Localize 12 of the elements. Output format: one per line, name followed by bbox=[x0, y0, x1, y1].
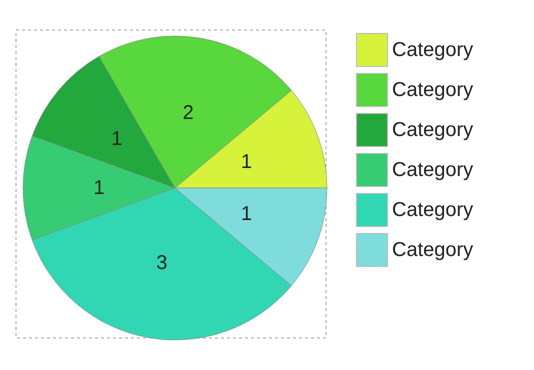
data-label: 1 bbox=[111, 128, 122, 150]
legend-label: Category bbox=[392, 158, 474, 182]
legend-label: Category bbox=[392, 78, 474, 102]
legend-label: Category bbox=[392, 118, 474, 142]
data-label: 2 bbox=[182, 102, 194, 124]
data-label: 1 bbox=[240, 151, 252, 174]
data-label: 3 bbox=[156, 252, 168, 274]
legend-label: Category bbox=[392, 38, 474, 62]
legend-label: Category bbox=[392, 238, 474, 262]
data-label: 1 bbox=[240, 202, 252, 225]
data-label: 1 bbox=[93, 177, 105, 199]
legend-label: Category bbox=[392, 198, 474, 222]
